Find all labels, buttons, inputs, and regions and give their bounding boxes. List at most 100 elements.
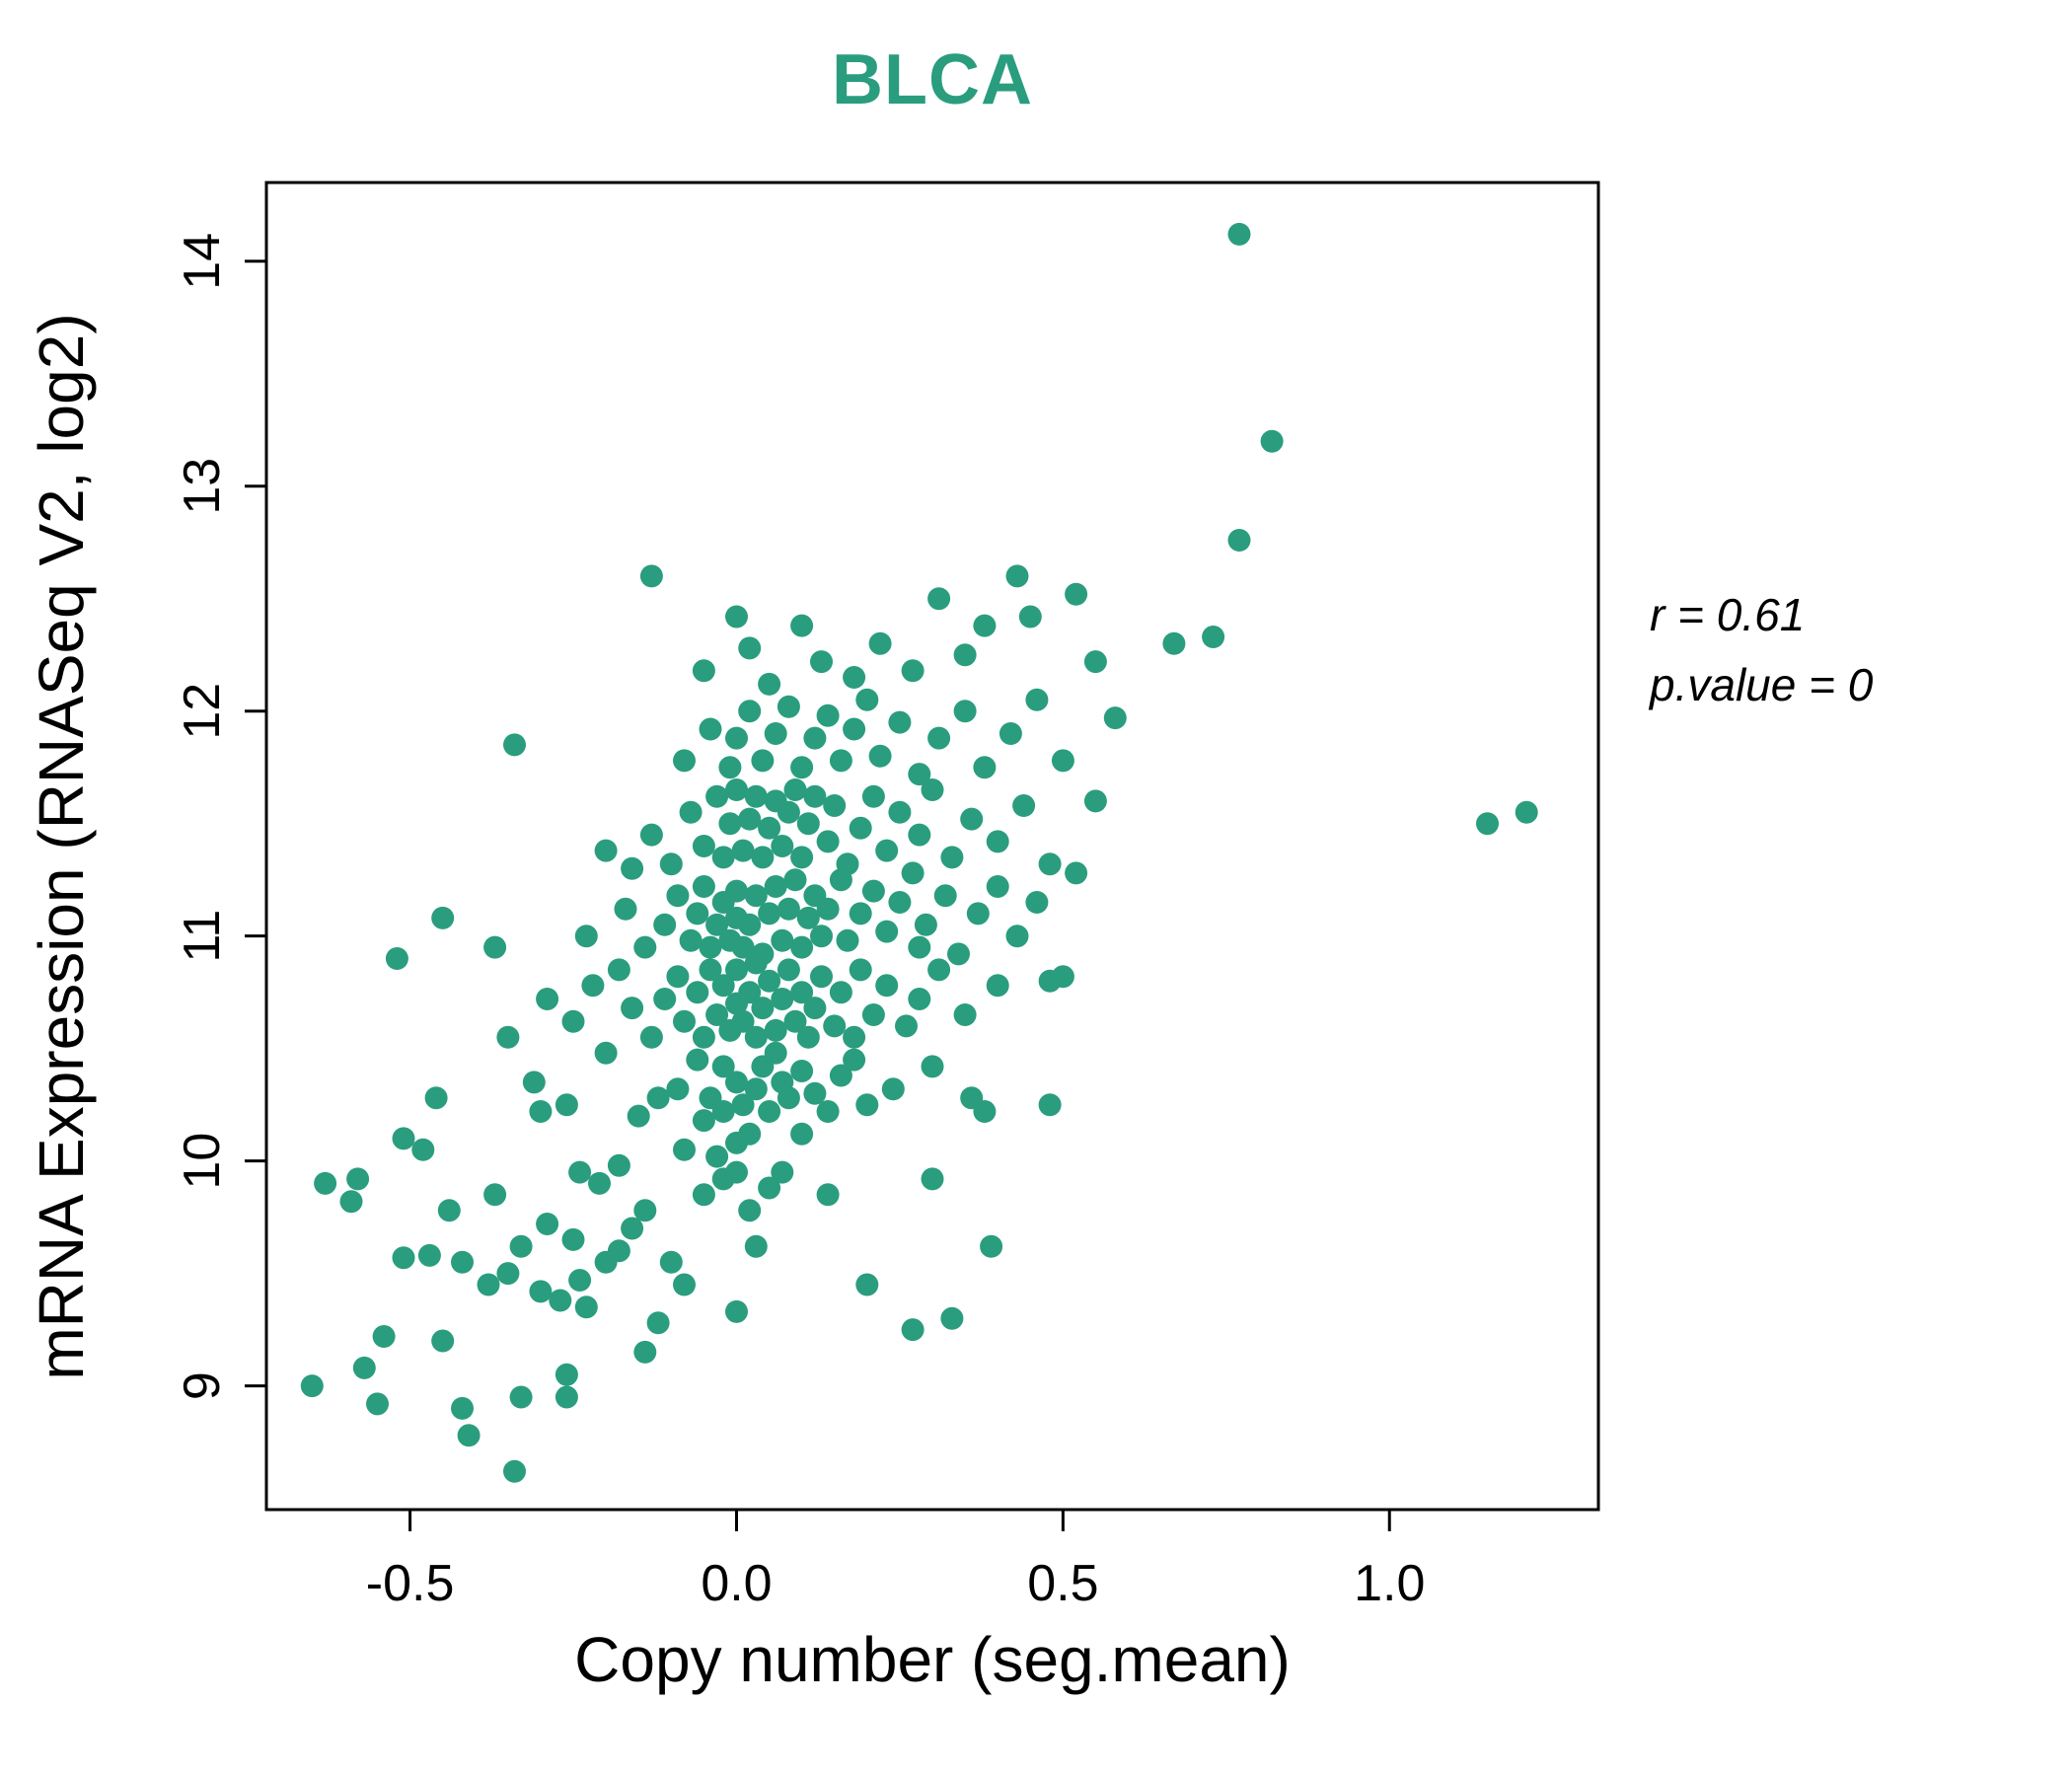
data-point: [633, 1199, 657, 1222]
data-point: [621, 856, 644, 880]
data-point: [431, 1329, 455, 1353]
data-point: [829, 868, 852, 892]
data-point: [790, 981, 814, 1004]
data-point: [1103, 706, 1127, 730]
data-point: [451, 1396, 474, 1420]
data-point: [1025, 688, 1049, 711]
data-point: [314, 1171, 337, 1195]
data-point: [803, 784, 827, 808]
chart-title: BLCA: [832, 40, 1033, 119]
data-point: [509, 1385, 533, 1409]
data-point: [711, 1055, 735, 1078]
data-point: [790, 1060, 814, 1082]
data-point: [731, 839, 755, 862]
data-point: [810, 925, 833, 948]
data-point: [457, 1424, 481, 1447]
data-point: [783, 1009, 807, 1033]
data-point: [758, 1100, 781, 1123]
data-point: [875, 839, 899, 862]
data-point: [986, 830, 1009, 853]
data-point: [908, 935, 931, 959]
data-point: [771, 988, 794, 1010]
data-point: [653, 913, 677, 936]
y-tick-label: 13: [174, 458, 231, 515]
data-point: [738, 807, 762, 831]
data-point: [607, 958, 630, 982]
data-point: [692, 1025, 715, 1049]
data-point: [744, 1025, 768, 1049]
data-point: [686, 981, 709, 1004]
data-point: [751, 997, 775, 1020]
data-point: [803, 726, 827, 750]
data-point: [1038, 852, 1062, 876]
data-point: [686, 1048, 709, 1072]
data-point: [1018, 605, 1042, 629]
data-point: [385, 947, 408, 970]
data-point: [581, 974, 605, 998]
x-tick-label: -0.5: [366, 1555, 455, 1612]
data-point: [483, 1183, 507, 1207]
data-point: [529, 1280, 553, 1303]
data-point: [692, 1109, 715, 1133]
data-point: [574, 925, 598, 948]
r-value: r = 0.61: [1650, 589, 1806, 640]
data-point: [711, 1100, 735, 1123]
data-point: [836, 928, 859, 952]
data-point: [1476, 812, 1499, 836]
data-point: [888, 800, 912, 824]
data-point: [699, 935, 722, 959]
data-point: [861, 879, 885, 903]
data-point: [621, 1217, 644, 1240]
data-point: [536, 1213, 559, 1235]
data-point: [555, 1093, 578, 1117]
data-point: [777, 695, 800, 718]
data-point: [692, 1183, 715, 1207]
data-point: [751, 846, 775, 869]
data-point: [731, 1009, 755, 1033]
data-point: [1025, 891, 1049, 914]
data-point: [868, 631, 892, 655]
data-point: [424, 1086, 448, 1110]
data-point: [451, 1250, 474, 1274]
data-point: [849, 902, 872, 925]
axis-tick-labels: -0.5 0.0 0.5 1.0 9 10 11 12 13 14: [174, 233, 1425, 1612]
data-point: [1083, 650, 1107, 674]
data-point: [725, 1299, 748, 1323]
y-tick-label: 11: [174, 910, 231, 963]
data-point: [861, 1003, 885, 1026]
data-point: [679, 928, 703, 952]
data-point: [927, 587, 951, 611]
data-point: [738, 700, 762, 723]
data-point: [509, 1234, 533, 1258]
data-point: [829, 1064, 852, 1087]
data-point: [738, 913, 762, 936]
x-tick-label: 0.5: [1027, 1555, 1098, 1612]
correlation-annotation: r = 0.61 p.value = 0: [1650, 580, 1873, 721]
data-point: [803, 997, 827, 1020]
data-point: [366, 1392, 389, 1416]
data-point: [646, 1086, 670, 1110]
data-point: [614, 897, 637, 921]
data-point: [725, 605, 748, 629]
data-point: [816, 830, 840, 853]
data-point: [973, 756, 997, 779]
data-point: [725, 1160, 748, 1184]
data-point: [574, 1295, 598, 1319]
data-point: [823, 1014, 847, 1038]
data-point: [901, 1318, 925, 1342]
data-point: [744, 951, 768, 975]
data-point: [673, 1138, 696, 1161]
data-point: [1083, 789, 1107, 813]
data-point: [555, 1385, 578, 1409]
data-point: [901, 861, 925, 885]
data-point: [744, 1077, 768, 1101]
data-point: [372, 1325, 396, 1348]
data-point: [1065, 861, 1088, 885]
data-point: [921, 778, 944, 801]
data-point: [921, 1167, 944, 1191]
y-tick-label: 10: [174, 1133, 231, 1190]
data-point: [751, 749, 775, 773]
y-tick-label: 12: [174, 683, 231, 740]
data-point: [607, 1239, 630, 1263]
data-point: [639, 823, 663, 847]
